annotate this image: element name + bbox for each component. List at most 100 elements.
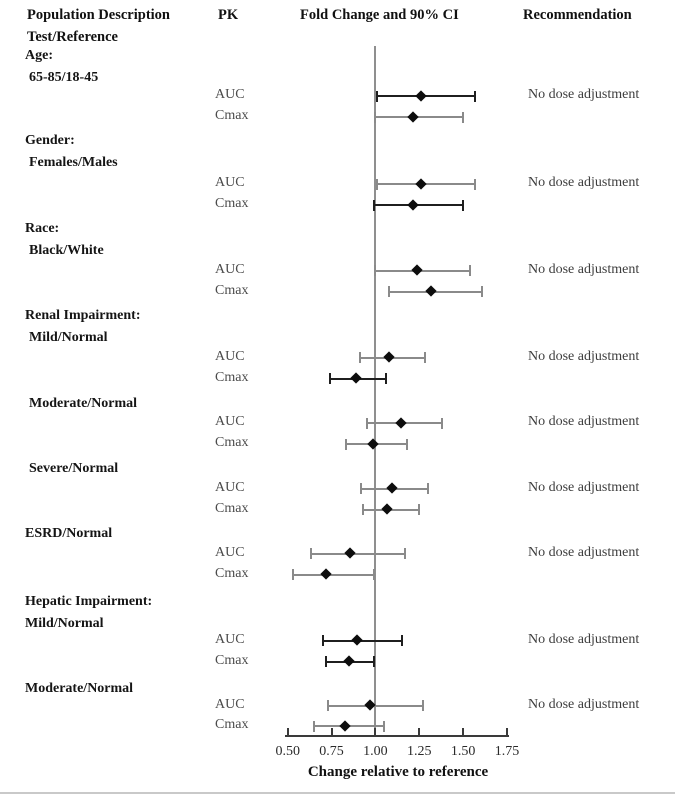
population-label: ESRD/Normal bbox=[25, 526, 113, 541]
ci-cap bbox=[376, 90, 379, 102]
ci-cap bbox=[321, 635, 324, 646]
ci-cap bbox=[441, 417, 444, 429]
ci-cap bbox=[372, 569, 375, 580]
x-axis-tick-label: 1.00 bbox=[363, 744, 388, 759]
x-axis-tick bbox=[330, 728, 333, 736]
point-estimate-diamond bbox=[386, 482, 399, 494]
x-axis-tick-label: 0.50 bbox=[275, 744, 300, 759]
ci-cap bbox=[376, 178, 379, 190]
pk-label: Cmax bbox=[215, 717, 249, 732]
pk-label: Cmax bbox=[215, 369, 249, 385]
ci-line bbox=[377, 95, 476, 97]
recommendation-label: No dose adjustment bbox=[528, 479, 640, 495]
pk-label: Cmax bbox=[215, 282, 249, 298]
pk-label: AUC bbox=[215, 261, 245, 277]
ci-cap bbox=[325, 656, 328, 667]
population-label: Moderate/Normal bbox=[25, 681, 134, 696]
pk-label: Cmax bbox=[215, 196, 249, 211]
x-axis-tick bbox=[418, 728, 421, 736]
ci-cap bbox=[421, 700, 424, 711]
x-axis-tick-label: 0.75 bbox=[319, 744, 344, 759]
recommendation-label: No dose adjustment bbox=[528, 544, 640, 560]
column-header-pk: PK bbox=[218, 7, 239, 23]
ci-cap bbox=[384, 373, 387, 384]
ci-cap bbox=[313, 720, 315, 732]
point-estimate-diamond bbox=[351, 634, 364, 646]
point-estimate-diamond bbox=[411, 264, 423, 276]
point-estimate-diamond bbox=[383, 351, 395, 363]
ci-line bbox=[310, 552, 406, 555]
point-estimate-diamond bbox=[414, 177, 427, 190]
pk-label: Cmax bbox=[215, 435, 249, 450]
population-label: Moderate/Normal bbox=[29, 396, 138, 411]
ci-cap bbox=[474, 178, 477, 190]
ci-line bbox=[377, 183, 476, 185]
recommendation-label: No dose adjustment bbox=[528, 414, 640, 429]
point-estimate-diamond bbox=[349, 372, 362, 384]
point-estimate-diamond bbox=[395, 416, 407, 429]
recommendation-label: No dose adjustment bbox=[528, 175, 640, 190]
x-axis-tick bbox=[374, 728, 377, 736]
pk-label: AUC bbox=[215, 696, 245, 712]
ci-cap bbox=[462, 111, 465, 123]
pk-label: AUC bbox=[215, 87, 245, 102]
population-label: Severe/Normal bbox=[29, 461, 119, 476]
ci-line bbox=[375, 269, 471, 272]
ci-cap bbox=[344, 438, 347, 450]
pk-label: AUC bbox=[215, 175, 245, 190]
point-estimate-diamond bbox=[367, 437, 379, 450]
ci-cap bbox=[383, 720, 386, 732]
recommendation-label: No dose adjustment bbox=[528, 261, 640, 277]
ci-cap bbox=[327, 700, 330, 711]
reference-line bbox=[374, 46, 377, 735]
population-label: Race: bbox=[25, 221, 60, 236]
recommendation-label: No dose adjustment bbox=[528, 87, 640, 102]
ci-cap bbox=[418, 504, 421, 515]
population-label: Mild/Normal bbox=[29, 330, 108, 345]
pk-label: Cmax bbox=[215, 108, 249, 123]
population-label: Black/White bbox=[29, 243, 104, 258]
ci-cap bbox=[469, 265, 472, 276]
x-axis-tick bbox=[286, 728, 289, 736]
point-estimate-diamond bbox=[414, 89, 427, 102]
pk-label: AUC bbox=[215, 479, 245, 495]
column-header-recommendation: Recommendation bbox=[523, 7, 632, 23]
point-estimate-diamond bbox=[344, 547, 357, 559]
x-axis-tick-label: 1.75 bbox=[494, 744, 520, 759]
ci-cap bbox=[358, 352, 361, 363]
point-estimate-diamond bbox=[407, 110, 420, 123]
ci-cap bbox=[388, 286, 391, 297]
point-estimate-diamond bbox=[342, 655, 355, 667]
ci-line bbox=[328, 704, 423, 707]
ci-cap bbox=[427, 483, 430, 494]
population-label: Age: bbox=[25, 48, 53, 63]
point-estimate-diamond bbox=[407, 198, 420, 211]
x-axis-tick-label: 1.50 bbox=[450, 744, 476, 759]
ci-cap bbox=[360, 483, 363, 494]
ci-cap bbox=[374, 111, 377, 123]
x-axis-title: Change relative to reference bbox=[307, 764, 489, 780]
ci-cap bbox=[400, 635, 403, 646]
ci-cap bbox=[328, 373, 331, 384]
point-estimate-diamond bbox=[425, 285, 437, 297]
x-axis-line bbox=[285, 735, 509, 737]
ci-cap bbox=[405, 438, 408, 450]
population-label: Gender: bbox=[25, 133, 75, 148]
pk-label: AUC bbox=[215, 631, 245, 647]
ci-cap bbox=[481, 286, 484, 297]
pk-label: AUC bbox=[215, 348, 245, 364]
point-estimate-diamond bbox=[320, 568, 332, 580]
x-axis-tick bbox=[462, 728, 465, 736]
ci-line bbox=[375, 116, 464, 118]
ci-cap bbox=[362, 504, 365, 515]
ci-cap bbox=[462, 199, 465, 211]
ci-cap bbox=[374, 265, 377, 276]
ci-cap bbox=[372, 199, 375, 211]
column-header-test-reference: Test/Reference bbox=[27, 29, 118, 45]
x-axis-tick bbox=[505, 728, 508, 736]
ci-cap bbox=[404, 548, 407, 559]
recommendation-label: No dose adjustment bbox=[528, 348, 640, 364]
pk-label: Cmax bbox=[215, 565, 249, 581]
column-header-fold-change: Fold Change and 90% CI bbox=[300, 7, 459, 23]
